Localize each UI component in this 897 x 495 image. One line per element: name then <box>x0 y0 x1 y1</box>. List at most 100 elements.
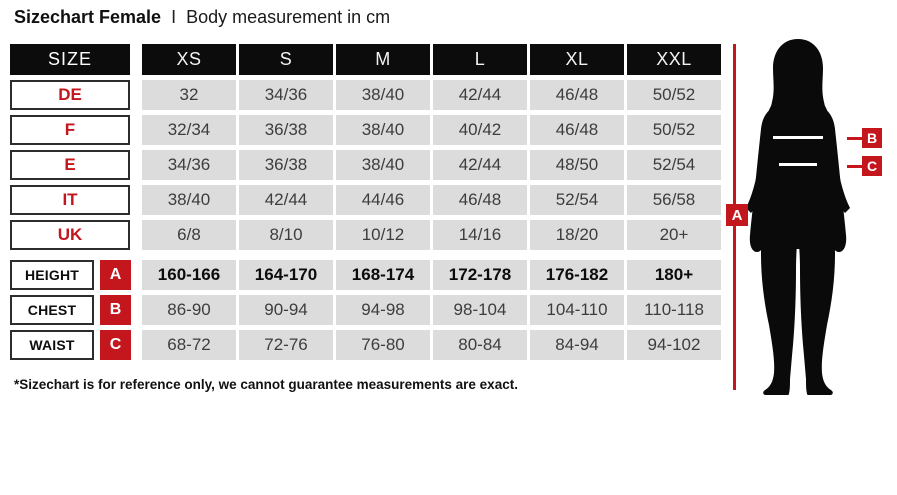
row-cells: 34/36 36/38 38/40 42/44 48/50 52/54 <box>142 150 721 180</box>
header-cells: XS S M L XL XXL <box>142 44 721 75</box>
column-header-xxl: XXL <box>627 44 721 75</box>
row-label-height: HEIGHT <box>10 260 94 290</box>
chest-line-on-figure <box>773 136 823 139</box>
cell: 8/10 <box>239 220 333 250</box>
page-title: Sizechart Female I Body measurement in cm <box>14 7 390 28</box>
column-header-l: L <box>433 44 527 75</box>
cell: 52/54 <box>627 150 721 180</box>
size-header-cell: SIZE <box>10 44 130 75</box>
row-cells: 38/40 42/44 44/46 46/48 52/54 56/58 <box>142 185 721 215</box>
cell: 176-182 <box>530 260 624 290</box>
cell: 80-84 <box>433 330 527 360</box>
waist-line-on-figure <box>779 163 817 166</box>
cell: 50/52 <box>627 80 721 110</box>
marker-a-badge: A <box>726 204 748 226</box>
cell: 10/12 <box>336 220 430 250</box>
table-row-uk: UK 6/8 8/10 10/12 14/16 18/20 20+ <box>10 220 721 250</box>
chest-measure-line <box>847 137 862 140</box>
column-header-xl: XL <box>530 44 624 75</box>
cell: 36/38 <box>239 150 333 180</box>
cell: 94-98 <box>336 295 430 325</box>
table-row-e: E 34/36 36/38 38/40 42/44 48/50 52/54 <box>10 150 721 180</box>
title-subtitle: Body measurement in cm <box>186 7 391 27</box>
row-label-f: F <box>10 115 130 145</box>
row-cells: 160-166 164-170 168-174 172-178 176-182 … <box>142 260 721 290</box>
cell: 42/44 <box>239 185 333 215</box>
female-silhouette-graphic <box>740 35 890 396</box>
cell: 38/40 <box>336 80 430 110</box>
cell: 72-76 <box>239 330 333 360</box>
row-label-it: IT <box>10 185 130 215</box>
cell: 160-166 <box>142 260 236 290</box>
cell: 84-94 <box>530 330 624 360</box>
marker-c-cell: C <box>100 330 131 360</box>
cell: 34/36 <box>142 150 236 180</box>
cell: 98-104 <box>433 295 527 325</box>
table-row-f: F 32/34 36/38 38/40 40/42 46/48 50/52 <box>10 115 721 145</box>
cell: 168-174 <box>336 260 430 290</box>
marker-a-cell: A <box>100 260 131 290</box>
table-row-chest: CHEST B 86-90 90-94 94-98 98-104 104-110… <box>10 295 721 325</box>
row-cells: 32 34/36 38/40 42/44 46/48 50/52 <box>142 80 721 110</box>
cell: 164-170 <box>239 260 333 290</box>
cell: 90-94 <box>239 295 333 325</box>
cell: 86-90 <box>142 295 236 325</box>
table-header-row: SIZE XS S M L XL XXL <box>10 44 721 75</box>
marker-b-cell: B <box>100 295 131 325</box>
row-cells: 32/34 36/38 38/40 40/42 46/48 50/52 <box>142 115 721 145</box>
cell: 18/20 <box>530 220 624 250</box>
cell: 110-118 <box>627 295 721 325</box>
cell: 50/52 <box>627 115 721 145</box>
waist-measure-line <box>847 165 862 168</box>
cell: 40/42 <box>433 115 527 145</box>
cell: 44/46 <box>336 185 430 215</box>
cell: 6/8 <box>142 220 236 250</box>
row-label-de: DE <box>10 80 130 110</box>
size-table: SIZE XS S M L XL XXL DE 32 34/36 38/40 4… <box>10 44 721 365</box>
cell: 56/58 <box>627 185 721 215</box>
cell: 94-102 <box>627 330 721 360</box>
cell: 32/34 <box>142 115 236 145</box>
cell: 36/38 <box>239 115 333 145</box>
cell: 180+ <box>627 260 721 290</box>
footnote: *Sizechart is for reference only, we can… <box>14 377 518 392</box>
column-header-xs: XS <box>142 44 236 75</box>
cell: 68-72 <box>142 330 236 360</box>
cell: 38/40 <box>336 115 430 145</box>
cell: 14/16 <box>433 220 527 250</box>
cell: 48/50 <box>530 150 624 180</box>
row-label-waist: WAIST <box>10 330 94 360</box>
table-row-it: IT 38/40 42/44 44/46 46/48 52/54 56/58 <box>10 185 721 215</box>
row-cells: 6/8 8/10 10/12 14/16 18/20 20+ <box>142 220 721 250</box>
cell: 46/48 <box>530 80 624 110</box>
table-row-height: HEIGHT A 160-166 164-170 168-174 172-178… <box>10 260 721 290</box>
cell: 20+ <box>627 220 721 250</box>
cell: 38/40 <box>336 150 430 180</box>
table-row-waist: WAIST C 68-72 72-76 76-80 80-84 84-94 94… <box>10 330 721 360</box>
column-header-s: S <box>239 44 333 75</box>
cell: 46/48 <box>530 115 624 145</box>
cell: 42/44 <box>433 80 527 110</box>
table-row-de: DE 32 34/36 38/40 42/44 46/48 50/52 <box>10 80 721 110</box>
row-cells: 86-90 90-94 94-98 98-104 104-110 110-118 <box>142 295 721 325</box>
column-header-m: M <box>336 44 430 75</box>
cell: 52/54 <box>530 185 624 215</box>
cell: 38/40 <box>142 185 236 215</box>
marker-c-badge: C <box>862 156 882 176</box>
title-main: Sizechart Female <box>14 7 162 27</box>
cell: 104-110 <box>530 295 624 325</box>
row-label-e: E <box>10 150 130 180</box>
title-separator: I <box>171 7 177 27</box>
cell: 34/36 <box>239 80 333 110</box>
row-label-chest: CHEST <box>10 295 94 325</box>
cell: 32 <box>142 80 236 110</box>
cell: 42/44 <box>433 150 527 180</box>
cell: 46/48 <box>433 185 527 215</box>
row-label-uk: UK <box>10 220 130 250</box>
marker-b-badge: B <box>862 128 882 148</box>
cell: 172-178 <box>433 260 527 290</box>
cell: 76-80 <box>336 330 430 360</box>
row-cells: 68-72 72-76 76-80 80-84 84-94 94-102 <box>142 330 721 360</box>
female-silhouette-icon <box>746 39 850 396</box>
